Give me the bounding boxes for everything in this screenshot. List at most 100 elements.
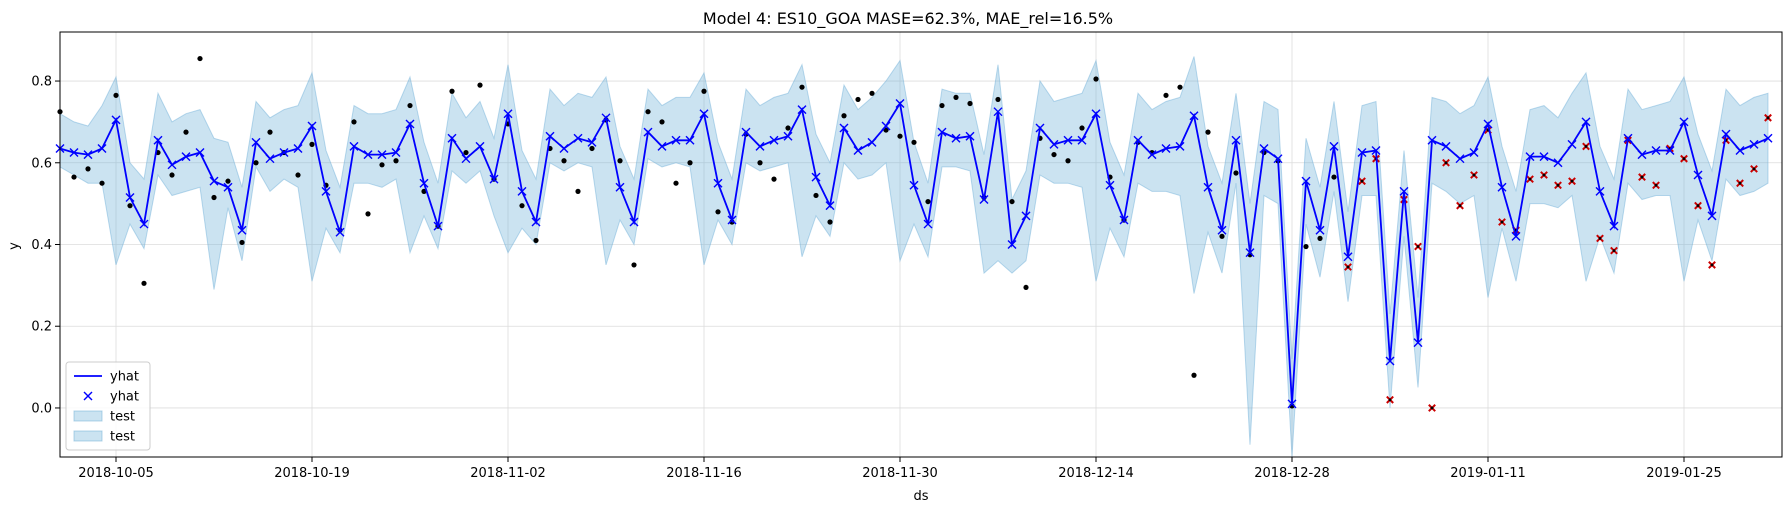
- test-point: [1736, 179, 1744, 188]
- yhat-marker: [209, 176, 219, 186]
- yhat-marker-stroke: [139, 219, 149, 229]
- yhat-marker-stroke: [1399, 186, 1409, 196]
- test-point: [1428, 404, 1436, 412]
- yhat-marker: [1581, 117, 1591, 127]
- yhat-marker-stroke: [1525, 152, 1535, 162]
- yhat-marker-stroke: [251, 137, 261, 147]
- yhat-marker-stroke: [1735, 146, 1745, 156]
- yhat-marker-stroke: [335, 227, 345, 237]
- yhat-marker-stroke: [111, 115, 121, 125]
- test-point: [1498, 218, 1506, 226]
- x-tick-label: 2018-11-02: [470, 466, 546, 481]
- yhat-marker: [629, 217, 639, 227]
- actual-point: [141, 280, 147, 286]
- yhat-marker: [587, 137, 597, 147]
- yhat-marker-stroke: [475, 141, 485, 151]
- yhat-marker: [1707, 211, 1717, 221]
- actual-point: [169, 172, 175, 178]
- y-axis-label: y: [7, 242, 22, 250]
- actual-point: [393, 158, 399, 164]
- yhat-marker-stroke: [265, 154, 275, 164]
- yhat-marker: [951, 133, 961, 143]
- y-tick-label: 0.2: [31, 320, 52, 335]
- yhat-marker-stroke: [1637, 150, 1647, 160]
- yhat-marker: [615, 182, 625, 192]
- yhat-marker-stroke: [1679, 117, 1689, 127]
- yhat-marker-stroke: [181, 152, 191, 162]
- actual-point: [813, 192, 819, 199]
- y-tick-label: 0.6: [31, 156, 52, 171]
- yhat-marker-stroke: [307, 121, 317, 131]
- test-point: [1680, 154, 1688, 163]
- yhat-marker: [1609, 221, 1619, 231]
- yhat-marker: [1105, 180, 1115, 190]
- actual-point: [827, 219, 833, 225]
- yhat-marker: [1413, 338, 1423, 348]
- yhat-marker-stroke: [1161, 143, 1171, 153]
- x-tick-label: 2019-01-25: [1646, 466, 1722, 481]
- yhat-marker: [461, 154, 471, 164]
- actual-point: [673, 180, 679, 186]
- actual-point: [71, 174, 77, 180]
- yhat-marker-stroke: [1273, 154, 1283, 164]
- actual-point: [1303, 243, 1309, 250]
- yhat-marker: [797, 105, 807, 115]
- yhat-marker-stroke: [1119, 215, 1129, 225]
- yhat-marker: [825, 201, 835, 211]
- actual-point: [1023, 284, 1029, 291]
- yhat-marker-stroke: [1371, 146, 1381, 156]
- test-point-dot: [1612, 249, 1616, 253]
- yhat-marker: [377, 150, 387, 160]
- actual-point: [785, 125, 791, 131]
- yhat-marker: [433, 221, 443, 231]
- yhat-marker-stroke: [685, 135, 695, 145]
- yhat-marker-stroke: [1595, 186, 1605, 196]
- actual-point: [659, 119, 665, 125]
- yhat-marker: [83, 150, 93, 160]
- yhat-marker: [923, 219, 933, 229]
- test-point-dot: [1388, 398, 1392, 402]
- yhat-marker-stroke: [909, 180, 919, 190]
- x-tick-label: 2018-12-28: [1254, 466, 1330, 481]
- yhat-marker-stroke: [83, 150, 93, 160]
- yhat-marker-stroke: [1091, 109, 1101, 119]
- actual-point: [99, 180, 105, 186]
- actual-point: [757, 160, 763, 166]
- legend-label: test: [110, 430, 135, 445]
- yhat-marker-stroke: [1189, 111, 1199, 121]
- yhat-marker-stroke: [895, 99, 905, 109]
- yhat-marker: [1693, 170, 1703, 180]
- yhat-marker-stroke: [1511, 231, 1521, 241]
- actual-point: [1163, 92, 1169, 98]
- yhat-marker-stroke: [349, 141, 359, 151]
- yhat-marker: [1161, 143, 1171, 153]
- yhat-marker: [1175, 141, 1185, 151]
- yhat-marker: [1203, 182, 1213, 192]
- yhat-marker-stroke: [713, 178, 723, 188]
- yhat-marker-stroke: [1413, 338, 1423, 348]
- test-point-dot: [1598, 236, 1602, 240]
- actual-point: [925, 198, 931, 205]
- actual-point: [1051, 151, 1057, 158]
- yhat-marker: [419, 178, 429, 188]
- actual-point: [197, 55, 203, 62]
- yhat-marker: [1651, 146, 1661, 156]
- yhat-marker: [531, 217, 541, 227]
- actual-point: [1205, 129, 1211, 135]
- yhat-marker: [167, 160, 177, 170]
- test-point-dot: [1556, 183, 1560, 187]
- yhat-marker: [993, 107, 1003, 117]
- legend-swatch-band: [73, 410, 103, 422]
- yhat-marker: [881, 121, 891, 131]
- yhat-marker-stroke: [1623, 133, 1633, 143]
- yhat-marker-stroke: [293, 143, 303, 153]
- yhat-marker-stroke: [517, 186, 527, 196]
- yhat-marker: [1749, 139, 1759, 149]
- yhat-marker-stroke: [545, 131, 555, 141]
- yhat-marker-stroke: [1245, 248, 1255, 258]
- actual-point: [617, 158, 623, 164]
- actual-point: [1191, 372, 1197, 378]
- yhat-marker: [937, 127, 947, 137]
- uncertainty-band: [59, 56, 1769, 458]
- yhat-marker: [1357, 148, 1367, 158]
